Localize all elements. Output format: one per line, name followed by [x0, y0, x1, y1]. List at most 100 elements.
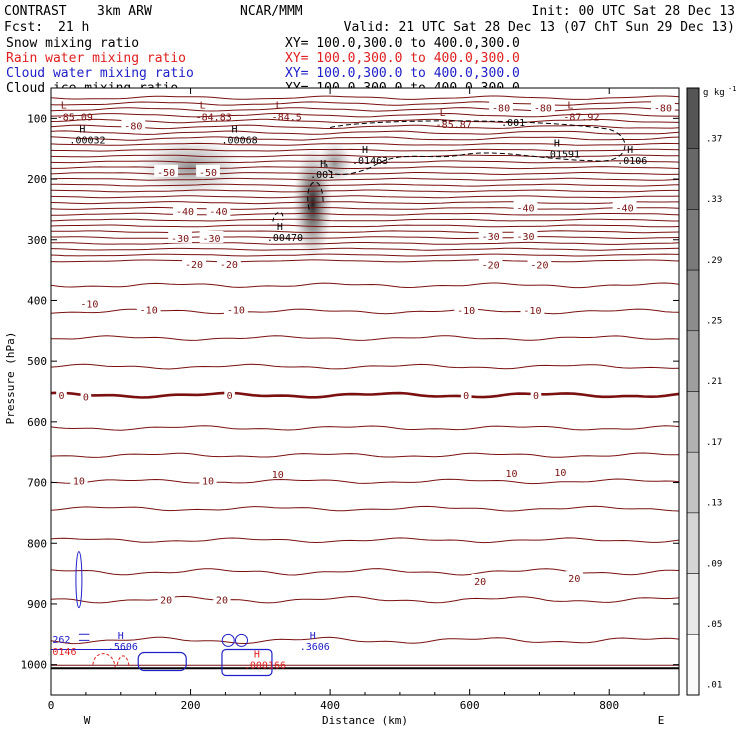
contour-label-bg: [460, 388, 472, 401]
isotherm-line: [51, 335, 679, 341]
extrema-labels: L-85.09L-84.83L-84.5 L-85.87L-87.92H.0003…: [57, 101, 648, 672]
contour-label-bg: [269, 467, 287, 480]
isotherm-line: [51, 218, 679, 222]
isotherm-line: [51, 189, 679, 193]
isotherm-line: [51, 142, 679, 146]
init-time: Init: 00 UTC Sat 28 Dec 13: [532, 4, 736, 19]
colorbar-label: .17: [706, 438, 722, 448]
contour-label: -50: [157, 168, 175, 179]
contour-label: -10: [227, 306, 245, 317]
maximum-value: .00470: [267, 233, 303, 244]
contour-label-bg: [206, 204, 231, 217]
cloud-water-contour: [75, 551, 83, 609]
isotherm-line: [51, 160, 679, 164]
colorbar-label: .33: [706, 195, 722, 205]
rain-contour: [92, 653, 116, 668]
maximum-marker: H: [254, 649, 260, 660]
contour-label-bg: [520, 303, 545, 316]
x-dir-east: E: [658, 714, 665, 727]
contour-label-bg: [213, 592, 231, 605]
contour-label: 10: [73, 477, 85, 488]
contour-labels: -80 -80 -80 -80 -50 -50 -40 -40 -40 -40 -30 -30 -30 -…: [52, 100, 675, 658]
maximum-value: .3606: [300, 642, 330, 653]
isotherm-line: [51, 148, 679, 152]
grid-name: 3km ARW: [97, 4, 152, 19]
isotherm-line: [51, 95, 679, 100]
isotherm-line: [51, 282, 679, 289]
contour-label: -10: [140, 306, 158, 317]
contour-label: -10: [80, 299, 98, 310]
colorbar-swatch: [686, 391, 700, 453]
field-name: Rain water mixing ratio: [6, 51, 186, 66]
contour-label-bg: [527, 257, 552, 270]
contour-label-bg: [196, 164, 220, 177]
isotherm-line: [51, 177, 679, 181]
contour-label-bg: [478, 229, 503, 242]
contour-label-bg: [77, 296, 102, 309]
colorbar-label: .09: [706, 559, 722, 569]
maximum-marker: H: [310, 631, 316, 642]
contour-label: -80: [654, 103, 672, 114]
snow-maximum: [135, 136, 246, 197]
minimum-value: -87.92: [563, 113, 599, 124]
field-xy-range: XY= 100.0,300.0 to 400.0,300.0: [285, 66, 520, 81]
isotherm-line: [51, 183, 679, 187]
valid-time: Valid: 21 UTC Sat 28 Dec 13 (07 ChT Sun …: [344, 20, 735, 35]
contour-label-bg: [224, 388, 235, 401]
org-name: NCAR/MMM: [240, 4, 303, 19]
colorbar-label: .25: [706, 316, 722, 326]
minimum-value: -85.87: [436, 120, 472, 131]
contour-label: 20: [216, 596, 228, 607]
contour-label: -30: [516, 232, 534, 243]
contour-label-bg: [612, 200, 637, 213]
plot-area: -80 -80 -80 -80 -50 -50 -40 -40 -40 -40 -30 -30 -30 -…: [21, 87, 680, 712]
contour-label-bg: [199, 473, 217, 486]
minimum-value: -84.5: [272, 113, 302, 124]
y-tick-label: 300: [27, 234, 47, 247]
contour-label-bg: [224, 302, 248, 315]
isotherm-line: [51, 212, 679, 216]
minimum-value: -85.09: [57, 113, 93, 124]
y-tick-label: 400: [27, 294, 47, 307]
contour-label: -30: [171, 234, 189, 245]
rain-contour: [116, 655, 130, 668]
colorbar-label: .13: [706, 499, 722, 509]
contour-label: -80: [124, 122, 142, 133]
contour-label: -40: [209, 207, 227, 218]
isotherm-line: [51, 136, 679, 141]
field-xy-range: XY= 100.0,300.0 to 400.0,300.0: [285, 36, 520, 51]
cloud-ice-contours: [272, 120, 626, 222]
colorbar-label: .21: [706, 377, 722, 387]
colorbar-swatch: [686, 148, 700, 210]
model-name: CONTRAST: [4, 4, 67, 19]
contour-label-bg: [513, 200, 538, 213]
isotherm-line: [51, 230, 679, 234]
field-name: Cloud water mixing ratio: [6, 66, 194, 81]
contour-label-bg: [502, 465, 521, 478]
minimum-marker: L: [276, 101, 282, 112]
contour-label: -40: [176, 207, 194, 218]
contour-label: 20: [474, 577, 486, 588]
cloud-ice-contour: [307, 181, 324, 210]
y-tick-label: 1000: [21, 659, 48, 672]
x-axis-title: Distance (km): [322, 714, 408, 727]
contour-label-bg: [121, 118, 146, 131]
isotherm-line: [51, 118, 679, 124]
colorbar-label: .37: [706, 134, 722, 144]
isotherm-line: [51, 224, 679, 228]
minimum-value: -84.83: [196, 113, 232, 124]
cloud-water-contour: [137, 651, 187, 672]
maximum-marker: H: [232, 124, 238, 135]
isotherm-line: [51, 478, 679, 485]
colorbar-label: .01: [706, 681, 722, 691]
colorbar-label: .05: [706, 620, 722, 630]
contour-label: -50: [199, 168, 217, 179]
contour-label: 10: [272, 470, 284, 481]
cloud-ice-contour: [272, 211, 284, 222]
fcst-label: Fcst:: [4, 20, 43, 35]
contour-label: -10: [523, 306, 541, 317]
y-tick-label: 100: [27, 112, 47, 125]
maximum-value: .0106: [617, 156, 647, 167]
contour-label-bg: [154, 164, 179, 177]
isotherm-line: [51, 130, 679, 135]
